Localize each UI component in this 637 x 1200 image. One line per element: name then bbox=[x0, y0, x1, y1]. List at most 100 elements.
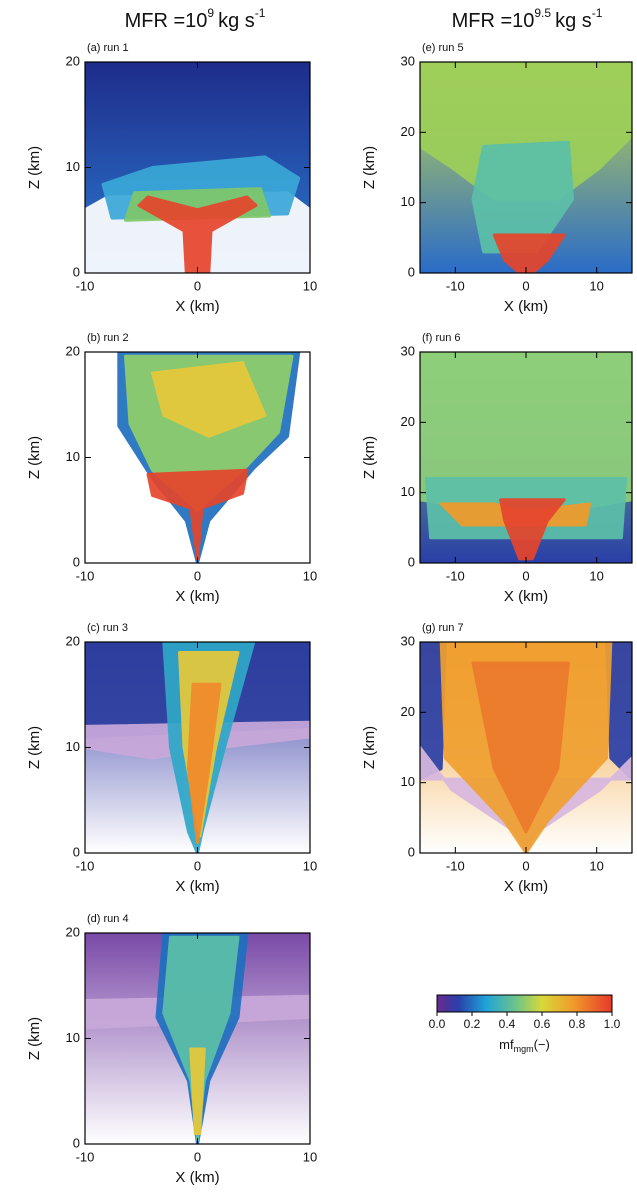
field-image bbox=[420, 62, 632, 273]
colorbar-tick-label: 1.0 bbox=[604, 1017, 621, 1031]
y-tick-label: 20 bbox=[401, 704, 415, 719]
colorbar-tick-label: 0.4 bbox=[499, 1017, 516, 1031]
field-image bbox=[85, 352, 310, 563]
y-tick-label: 10 bbox=[66, 739, 80, 754]
plume-region bbox=[471, 661, 570, 834]
panel-label: (e) run 5 bbox=[422, 42, 464, 54]
y-tick-label: 30 bbox=[401, 53, 415, 68]
x-axis-label: X (km) bbox=[175, 588, 219, 605]
y-tick-label: 20 bbox=[66, 53, 80, 68]
y-axis-label: Z (km) bbox=[361, 726, 378, 769]
x-axis-label: X (km) bbox=[175, 1169, 219, 1186]
panel-label: (a) run 1 bbox=[87, 42, 129, 54]
y-axis-label: Z (km) bbox=[26, 726, 43, 769]
panel-label: (b) run 2 bbox=[87, 332, 129, 344]
x-tick-label: 10 bbox=[303, 278, 317, 293]
x-tick-label: -10 bbox=[446, 568, 465, 583]
x-axis-label: X (km) bbox=[175, 878, 219, 895]
y-tick-label: 0 bbox=[73, 844, 80, 859]
x-tick-label: -10 bbox=[76, 858, 95, 873]
x-tick-label: -10 bbox=[76, 278, 95, 293]
field-image bbox=[420, 642, 632, 853]
plume-region bbox=[137, 195, 258, 273]
y-tick-label: 30 bbox=[401, 633, 415, 648]
x-tick-label: 0 bbox=[522, 858, 529, 873]
y-tick-label: 0 bbox=[73, 264, 80, 279]
x-tick-label: 0 bbox=[194, 1149, 201, 1164]
x-tick-label: 0 bbox=[522, 568, 529, 583]
text-part: kg s bbox=[218, 10, 255, 32]
y-tick-label: 20 bbox=[401, 124, 415, 139]
y-tick-label: 20 bbox=[66, 343, 80, 358]
plume-region bbox=[499, 498, 566, 561]
x-tick-label: 0 bbox=[194, 278, 201, 293]
colorbar-tick-label: 0.2 bbox=[464, 1017, 481, 1031]
colorbar bbox=[436, 994, 613, 1013]
colorbar-tick-label: 0.8 bbox=[569, 1017, 586, 1031]
panel-label: (c) run 3 bbox=[87, 622, 128, 634]
y-tick-label: 10 bbox=[66, 449, 80, 464]
text-part: kg s bbox=[555, 10, 592, 32]
x-tick-label: 10 bbox=[303, 858, 317, 873]
x-tick-label: 0 bbox=[194, 858, 201, 873]
y-tick-label: 10 bbox=[401, 194, 415, 209]
y-tick-label: 10 bbox=[401, 774, 415, 789]
panel-label: (d) run 4 bbox=[87, 913, 129, 925]
field-image bbox=[420, 352, 632, 563]
text-part: (−) bbox=[534, 1037, 550, 1052]
y-axis-label: Z (km) bbox=[361, 146, 378, 189]
x-tick-label: 10 bbox=[303, 568, 317, 583]
y-tick-label: 10 bbox=[66, 1030, 80, 1045]
x-tick-label: 10 bbox=[303, 1149, 317, 1164]
y-tick-label: 10 bbox=[401, 484, 415, 499]
y-tick-label: 0 bbox=[73, 554, 80, 569]
text-part: MFR =10 bbox=[452, 10, 535, 32]
text-part: mf bbox=[499, 1037, 514, 1052]
x-tick-label: 10 bbox=[589, 278, 603, 293]
y-tick-label: 30 bbox=[401, 343, 415, 358]
plume-region bbox=[420, 642, 447, 781]
text-part: 9 bbox=[207, 6, 214, 20]
column-title: MFR =109.5 kg s-1 bbox=[452, 6, 603, 32]
x-tick-label: -10 bbox=[446, 278, 465, 293]
field-image bbox=[85, 62, 310, 273]
y-axis-label: Z (km) bbox=[26, 1017, 43, 1060]
y-tick-label: 20 bbox=[401, 414, 415, 429]
text-part: MFR =10 bbox=[125, 10, 208, 32]
x-tick-label: 0 bbox=[194, 568, 201, 583]
y-tick-label: 20 bbox=[66, 633, 80, 648]
y-tick-label: 0 bbox=[408, 844, 415, 859]
x-tick-label: 10 bbox=[589, 858, 603, 873]
panel-label: (g) run 7 bbox=[422, 622, 464, 634]
colorbar-tick-label: 0.0 bbox=[429, 1017, 446, 1031]
x-tick-label: 10 bbox=[589, 568, 603, 583]
text-part: -1 bbox=[592, 6, 603, 20]
x-tick-label: -10 bbox=[76, 568, 95, 583]
colorbar-tick-label: 0.6 bbox=[534, 1017, 551, 1031]
field-image bbox=[85, 933, 310, 1144]
y-axis-label: Z (km) bbox=[361, 436, 378, 479]
x-axis-label: X (km) bbox=[504, 298, 548, 315]
plume-region bbox=[146, 468, 249, 561]
colorbar-label: mfmgm(−) bbox=[499, 1037, 550, 1054]
x-axis-label: X (km) bbox=[175, 298, 219, 315]
y-axis-label: Z (km) bbox=[26, 436, 43, 479]
plume-region bbox=[189, 1047, 206, 1135]
y-tick-label: 0 bbox=[408, 554, 415, 569]
text-part: mgm bbox=[514, 1044, 534, 1054]
x-tick-label: -10 bbox=[76, 1149, 95, 1164]
plume-region bbox=[492, 233, 566, 273]
x-axis-label: X (km) bbox=[504, 878, 548, 895]
y-tick-label: 20 bbox=[66, 924, 80, 939]
x-tick-label: 0 bbox=[522, 278, 529, 293]
y-axis-label: Z (km) bbox=[26, 146, 43, 189]
y-tick-label: 0 bbox=[408, 264, 415, 279]
y-tick-label: 0 bbox=[73, 1135, 80, 1150]
x-tick-label: -10 bbox=[446, 858, 465, 873]
y-tick-label: 10 bbox=[66, 159, 80, 174]
plume-region bbox=[187, 682, 222, 844]
x-axis-label: X (km) bbox=[504, 588, 548, 605]
column-title: MFR =109 kg s-1 bbox=[125, 6, 266, 32]
text-part: 9.5 bbox=[534, 6, 551, 20]
